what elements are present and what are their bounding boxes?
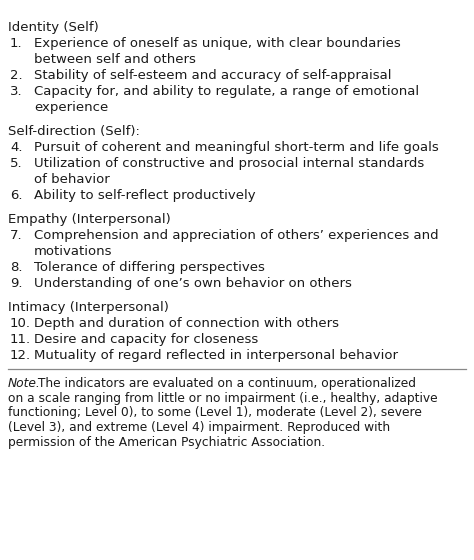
- Text: functioning; Level 0), to some (Level 1), moderate (Level 2), severe: functioning; Level 0), to some (Level 1)…: [8, 406, 422, 419]
- Text: Tolerance of differing perspectives: Tolerance of differing perspectives: [34, 261, 265, 274]
- Text: Intimacy (Interpersonal): Intimacy (Interpersonal): [8, 301, 169, 314]
- Text: 8.: 8.: [10, 261, 22, 274]
- Text: Note.: Note.: [8, 377, 41, 390]
- Text: 11.: 11.: [10, 333, 31, 346]
- Text: 2.: 2.: [10, 69, 23, 82]
- Text: Desire and capacity for closeness: Desire and capacity for closeness: [34, 333, 258, 346]
- Text: Mutuality of regard reflected in interpersonal behavior: Mutuality of regard reflected in interpe…: [34, 349, 398, 362]
- Text: Identity (Self): Identity (Self): [8, 21, 99, 34]
- Text: 4.: 4.: [10, 141, 22, 154]
- Text: The indicators are evaluated on a continuum, operationalized: The indicators are evaluated on a contin…: [35, 377, 416, 390]
- Text: Understanding of one’s own behavior on others: Understanding of one’s own behavior on o…: [34, 277, 352, 290]
- Text: Ability to self-reflect productively: Ability to self-reflect productively: [34, 189, 255, 202]
- Text: 7.: 7.: [10, 229, 23, 242]
- Text: 9.: 9.: [10, 277, 22, 290]
- Text: 1.: 1.: [10, 37, 23, 50]
- Text: 10.: 10.: [10, 317, 31, 330]
- Text: experience: experience: [34, 101, 108, 114]
- Text: Stability of self-esteem and accuracy of self-appraisal: Stability of self-esteem and accuracy of…: [34, 69, 392, 82]
- Text: 3.: 3.: [10, 85, 23, 98]
- Text: 6.: 6.: [10, 189, 22, 202]
- Text: Depth and duration of connection with others: Depth and duration of connection with ot…: [34, 317, 339, 330]
- Text: Experience of oneself as unique, with clear boundaries: Experience of oneself as unique, with cl…: [34, 37, 401, 50]
- Text: on a scale ranging from little or no impairment (i.e., healthy, adaptive: on a scale ranging from little or no imp…: [8, 391, 438, 404]
- Text: motivations: motivations: [34, 245, 112, 258]
- Text: Utilization of constructive and prosocial internal standards: Utilization of constructive and prosocia…: [34, 157, 424, 170]
- Text: of behavior: of behavior: [34, 173, 110, 186]
- Text: Self-direction (Self):: Self-direction (Self):: [8, 125, 140, 138]
- Text: between self and others: between self and others: [34, 53, 196, 66]
- Text: 5.: 5.: [10, 157, 23, 170]
- Text: Empathy (Interpersonal): Empathy (Interpersonal): [8, 213, 171, 226]
- Text: (Level 3), and extreme (Level 4) impairment. Reproduced with: (Level 3), and extreme (Level 4) impairm…: [8, 421, 390, 434]
- Text: Capacity for, and ability to regulate, a range of emotional: Capacity for, and ability to regulate, a…: [34, 85, 419, 98]
- Text: permission of the American Psychiatric Association.: permission of the American Psychiatric A…: [8, 436, 325, 449]
- Text: 12.: 12.: [10, 349, 31, 362]
- Text: Comprehension and appreciation of others’ experiences and: Comprehension and appreciation of others…: [34, 229, 438, 242]
- Text: Pursuit of coherent and meaningful short-term and life goals: Pursuit of coherent and meaningful short…: [34, 141, 439, 154]
